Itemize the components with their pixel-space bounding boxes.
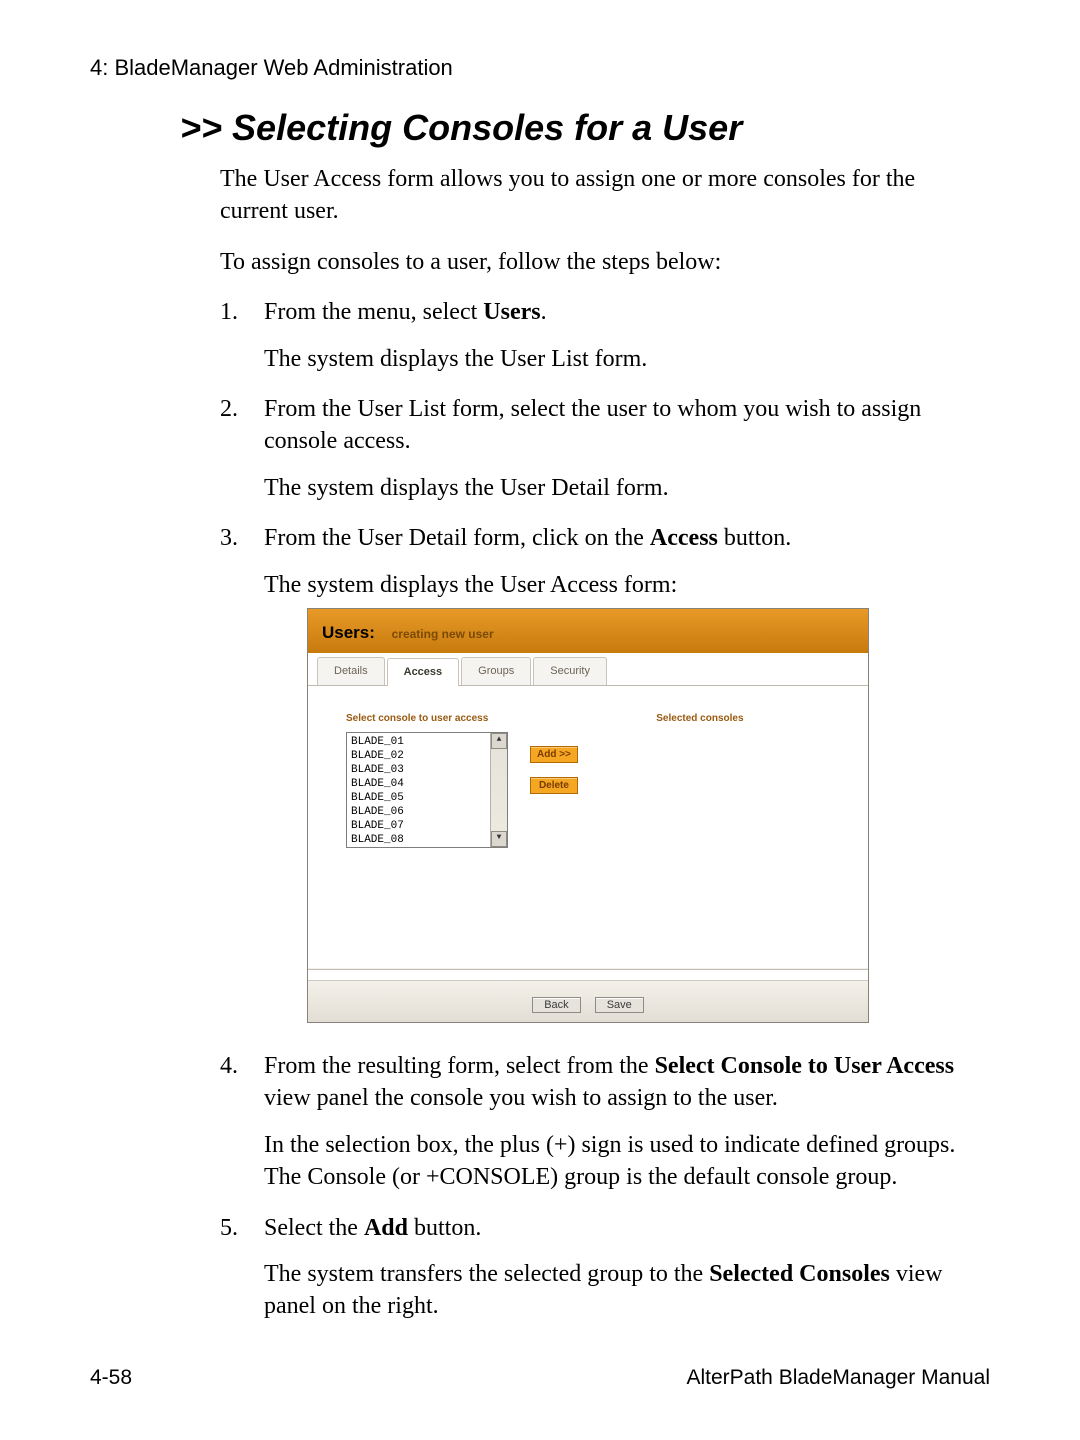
page-footer: 4-58 AlterPath BladeManager Manual — [90, 1366, 990, 1390]
page-number: 4-58 — [90, 1366, 132, 1390]
step-3-result: The system displays the User Access form… — [264, 569, 960, 601]
step-3-text-a: From the User Detail form, click on the — [264, 525, 650, 551]
list-item[interactable]: BLADE_08 — [351, 833, 503, 847]
running-head: 4: BladeManager Web Administration — [90, 55, 990, 81]
scroll-track[interactable] — [491, 749, 507, 831]
list-item[interactable]: BLADE_05 — [351, 791, 503, 805]
step-4-bold: Select Console to User Access — [655, 1053, 954, 1079]
available-consoles-listbox[interactable]: BLADE_01 BLADE_02 BLADE_03 BLADE_04 BLAD… — [346, 732, 508, 848]
available-consoles-title: Select console to user access — [346, 712, 508, 726]
section-body: The User Access form allows you to assig… — [90, 163, 990, 1323]
step-5-text-b: button. — [408, 1215, 481, 1241]
tab-security[interactable]: Security — [533, 657, 607, 685]
transfer-buttons: Add >> Delete — [530, 746, 578, 794]
step-4-text-a: From the resulting form, select from the — [264, 1053, 655, 1079]
form-footer: Back Save — [308, 980, 868, 1022]
form-tabs: Details Access Groups Security — [308, 653, 868, 686]
add-button[interactable]: Add >> — [530, 746, 578, 763]
scroll-down-icon[interactable]: ▼ — [491, 831, 507, 847]
listbox-scrollbar[interactable]: ▲ ▼ — [490, 733, 507, 847]
step-2-result: The system displays the User Detail form… — [264, 472, 960, 504]
manual-page: 4: BladeManager Web Administration >> Se… — [0, 0, 1080, 1440]
step-5: Select the Add button. The system transf… — [220, 1212, 960, 1323]
save-button[interactable]: Save — [595, 997, 644, 1013]
form-title-main: Users: — [322, 623, 375, 642]
step-4: From the resulting form, select from the… — [220, 1050, 960, 1194]
intro-paragraph-2: To assign consoles to a user, follow the… — [220, 246, 960, 278]
step-2-text: From the User List form, select the user… — [264, 396, 921, 454]
list-item[interactable]: BLADE_03 — [351, 763, 503, 777]
step-2: From the User List form, select the user… — [220, 393, 960, 504]
tab-groups[interactable]: Groups — [461, 657, 531, 685]
scroll-up-icon[interactable]: ▲ — [491, 733, 507, 749]
back-button[interactable]: Back — [532, 997, 580, 1013]
step-1-text-b: . — [541, 299, 547, 325]
step-4-text-b: view panel the console you wish to assig… — [264, 1085, 778, 1111]
step-3-text-b: button. — [718, 525, 791, 551]
step-1: From the menu, select Users. The system … — [220, 296, 960, 375]
selected-consoles-title: Selected consoles — [600, 712, 800, 726]
tab-details[interactable]: Details — [317, 657, 385, 685]
tab-access[interactable]: Access — [387, 658, 460, 686]
form-divider — [308, 968, 868, 970]
step-4-note: In the selection box, the plus (+) sign … — [264, 1129, 960, 1194]
list-item[interactable]: BLADE_07 — [351, 819, 503, 833]
instruction-list: From the menu, select Users. The system … — [220, 296, 960, 1323]
delete-button[interactable]: Delete — [530, 777, 578, 794]
step-5-bold: Add — [364, 1215, 408, 1241]
step-5-result: The system transfers the selected group … — [264, 1258, 960, 1323]
section-heading: >> Selecting Consoles for a User — [90, 107, 990, 149]
step-3-bold: Access — [650, 525, 718, 551]
selected-consoles-listbox[interactable] — [600, 732, 800, 848]
form-title-sub: creating new user — [392, 627, 494, 641]
intro-paragraph-1: The User Access form allows you to assig… — [220, 163, 960, 228]
selected-consoles-column: Selected consoles — [600, 712, 800, 848]
form-body: Select console to user access BLADE_01 B… — [308, 686, 868, 980]
step-3: From the User Detail form, click on the … — [220, 522, 960, 1022]
step-1-bold: Users — [483, 299, 540, 325]
list-item[interactable]: BLADE_06 — [351, 805, 503, 819]
user-access-form-screenshot: Users: creating new user Details Access … — [308, 609, 868, 1022]
list-item[interactable]: BLADE_04 — [351, 777, 503, 791]
step-5-result-bold: Selected Consoles — [709, 1261, 890, 1287]
step-5-text-a: Select the — [264, 1215, 364, 1241]
list-item[interactable]: BLADE_01 — [351, 735, 503, 749]
step-5-result-a: The system transfers the selected group … — [264, 1261, 709, 1287]
manual-title-footer: AlterPath BladeManager Manual — [686, 1366, 990, 1390]
form-titlebar: Users: creating new user — [308, 609, 868, 653]
list-item[interactable]: BLADE_02 — [351, 749, 503, 763]
step-1-result: The system displays the User List form. — [264, 343, 960, 375]
available-consoles-column: Select console to user access BLADE_01 B… — [346, 712, 508, 848]
step-1-text-a: From the menu, select — [264, 299, 483, 325]
